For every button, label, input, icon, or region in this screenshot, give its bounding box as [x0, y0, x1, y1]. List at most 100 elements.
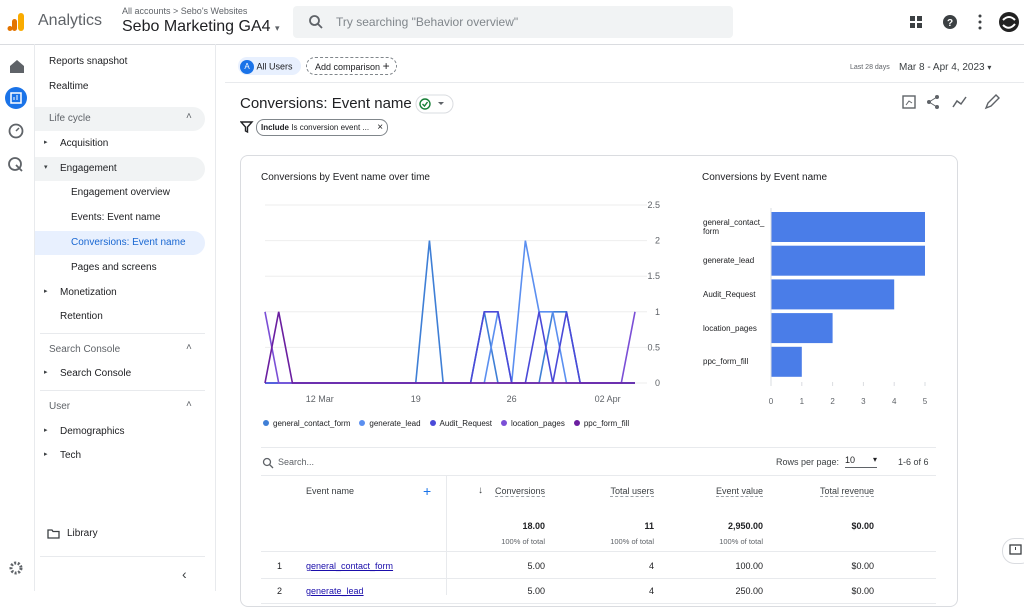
breadcrumb-item[interactable]: All accounts [122, 6, 171, 16]
add-dimension[interactable]: + [423, 483, 431, 499]
date-range-text[interactable]: Mar 8 - Apr 4, 2023 [899, 62, 985, 73]
bar-category-label: ppc_form_fill [703, 347, 765, 377]
rows-per-page[interactable]: 10▾ [845, 455, 877, 468]
event-link[interactable]: generate_lead [306, 586, 364, 596]
total-value: $0.00 [851, 521, 874, 531]
column-header[interactable]: Event name [306, 486, 354, 496]
legend-label[interactable]: general_contact_form [273, 419, 350, 428]
date-range[interactable]: Mar 8 - Apr 4, 2023 ▾ [899, 62, 991, 73]
legend-item[interactable]: generate_lead [359, 419, 420, 428]
column-header[interactable]: Event value [716, 486, 763, 497]
sort-arrow: ↓ [478, 485, 483, 496]
cell: 4 [649, 586, 654, 596]
report-actions[interactable] [900, 93, 1005, 111]
nav-item[interactable]: Monetization [60, 287, 117, 298]
pagination: 1-6 of 6 [898, 457, 929, 467]
section-header[interactable]: User [49, 401, 70, 412]
nav-item[interactable]: Tech [60, 450, 81, 461]
column-header[interactable]: Total revenue [820, 486, 874, 497]
nav-item[interactable]: Search Console [60, 368, 131, 379]
divider [40, 390, 205, 391]
x-tick-label: 12 Mar [306, 394, 334, 404]
breadcrumb-item[interactable]: Sebo's Websites [181, 6, 248, 16]
property-name[interactable]: Sebo Marketing GA4 [122, 18, 271, 35]
nav-item[interactable]: Reports snapshot [49, 56, 127, 67]
bar [771, 279, 894, 309]
cell: 100.00 [735, 561, 763, 571]
expand-arrow: ▸ [44, 368, 48, 376]
divider [261, 447, 936, 448]
column-header[interactable]: Conversions [495, 486, 545, 497]
search-placeholder[interactable]: Try searching "Behavior overview" [336, 15, 518, 29]
library-link[interactable]: Library [67, 528, 98, 539]
table-search-icon [262, 457, 274, 469]
property-selector[interactable]: Sebo Marketing GA4 ▾ [122, 18, 280, 36]
x-tick-label: 1 [800, 397, 805, 406]
bar [771, 313, 833, 343]
add-comparison-label[interactable]: Add comparison [315, 62, 380, 72]
cell: 5.00 [527, 561, 545, 571]
y-tick-label: 2 [655, 236, 660, 246]
x-tick-label: 0 [769, 397, 774, 406]
x-tick-label: 19 [411, 394, 421, 404]
bar-category-label: location_pages [703, 313, 765, 343]
feedback-button[interactable] [1002, 538, 1024, 564]
collapse-button[interactable]: ‹ [182, 566, 187, 582]
nav-item[interactable]: Retention [60, 311, 103, 322]
rows-per-page-value[interactable]: 10 [845, 455, 855, 465]
nav-item[interactable]: Acquisition [60, 138, 108, 149]
search-box[interactable]: Try searching "Behavior overview" [293, 6, 733, 38]
total-value: 2,950.00 [728, 521, 763, 531]
column-header[interactable]: Total users [610, 486, 654, 497]
expand-arrow: ▸ [44, 287, 48, 295]
y-tick-label: 0.5 [647, 342, 660, 352]
event-link[interactable]: general_contact_form [306, 561, 393, 571]
rail-icons[interactable] [0, 50, 34, 590]
filter-operator: Include [261, 123, 289, 132]
bar-category-label: generate_lead [703, 246, 765, 276]
x-tick-label: 4 [892, 397, 897, 406]
expand-arrow: ▸ [44, 426, 48, 434]
filter-text: Is conversion event ... [291, 123, 369, 132]
add-comparison[interactable]: Add comparison + [306, 57, 397, 75]
table-search[interactable]: Search... [278, 457, 314, 467]
logo [7, 12, 27, 32]
legend-label[interactable]: generate_lead [369, 419, 420, 428]
legend-label[interactable]: ppc_form_fill [584, 419, 629, 428]
y-tick-label: 1 [655, 307, 660, 317]
header-icons[interactable]: ? [905, 12, 1020, 34]
section-header[interactable]: Search Console [49, 344, 120, 355]
legend-item[interactable]: general_contact_form [263, 419, 350, 428]
nav-item[interactable]: Engagement overview [71, 187, 170, 198]
segment-name[interactable]: All Users [257, 62, 293, 72]
report-title: Conversions: Event name [240, 95, 412, 112]
date-caption: Last 28 days [850, 64, 890, 71]
y-tick-label: 0 [655, 378, 660, 388]
legend-item[interactable]: Audit_Request [430, 419, 492, 428]
divider [261, 551, 936, 552]
filter-chip[interactable]: Include Is conversion event ...× [256, 119, 388, 136]
title-status[interactable] [415, 94, 455, 114]
cell: $0.00 [851, 586, 874, 596]
nav-item[interactable]: Demographics [60, 426, 124, 437]
section-header[interactable]: Life cycle [49, 113, 91, 124]
cell: $0.00 [851, 561, 874, 571]
x-tick-label: 02 Apr [595, 394, 621, 404]
segment-chip[interactable]: A All Users [238, 57, 301, 75]
nav-item[interactable]: Pages and screens [71, 262, 157, 273]
nav-item[interactable]: Realtime [49, 81, 88, 92]
bar-category-label: general_contact_form [703, 212, 765, 242]
breadcrumb[interactable]: All accounts > Sebo's Websites [122, 6, 247, 16]
nav-item[interactable]: Engagement [60, 163, 117, 174]
bar [771, 347, 802, 377]
x-tick-label: 26 [507, 394, 517, 404]
library-icon [47, 528, 61, 540]
nav-item[interactable]: Conversions: Event name [71, 237, 186, 248]
expand-arrow: ▸ [44, 138, 48, 146]
y-tick-label: 1.5 [647, 271, 660, 281]
legend-item[interactable]: ppc_form_fill [574, 419, 629, 428]
legend-label[interactable]: Audit_Request [440, 419, 492, 428]
legend-item[interactable]: location_pages [501, 419, 565, 428]
legend-label[interactable]: location_pages [511, 419, 565, 428]
nav-item[interactable]: Events: Event name [71, 212, 161, 223]
